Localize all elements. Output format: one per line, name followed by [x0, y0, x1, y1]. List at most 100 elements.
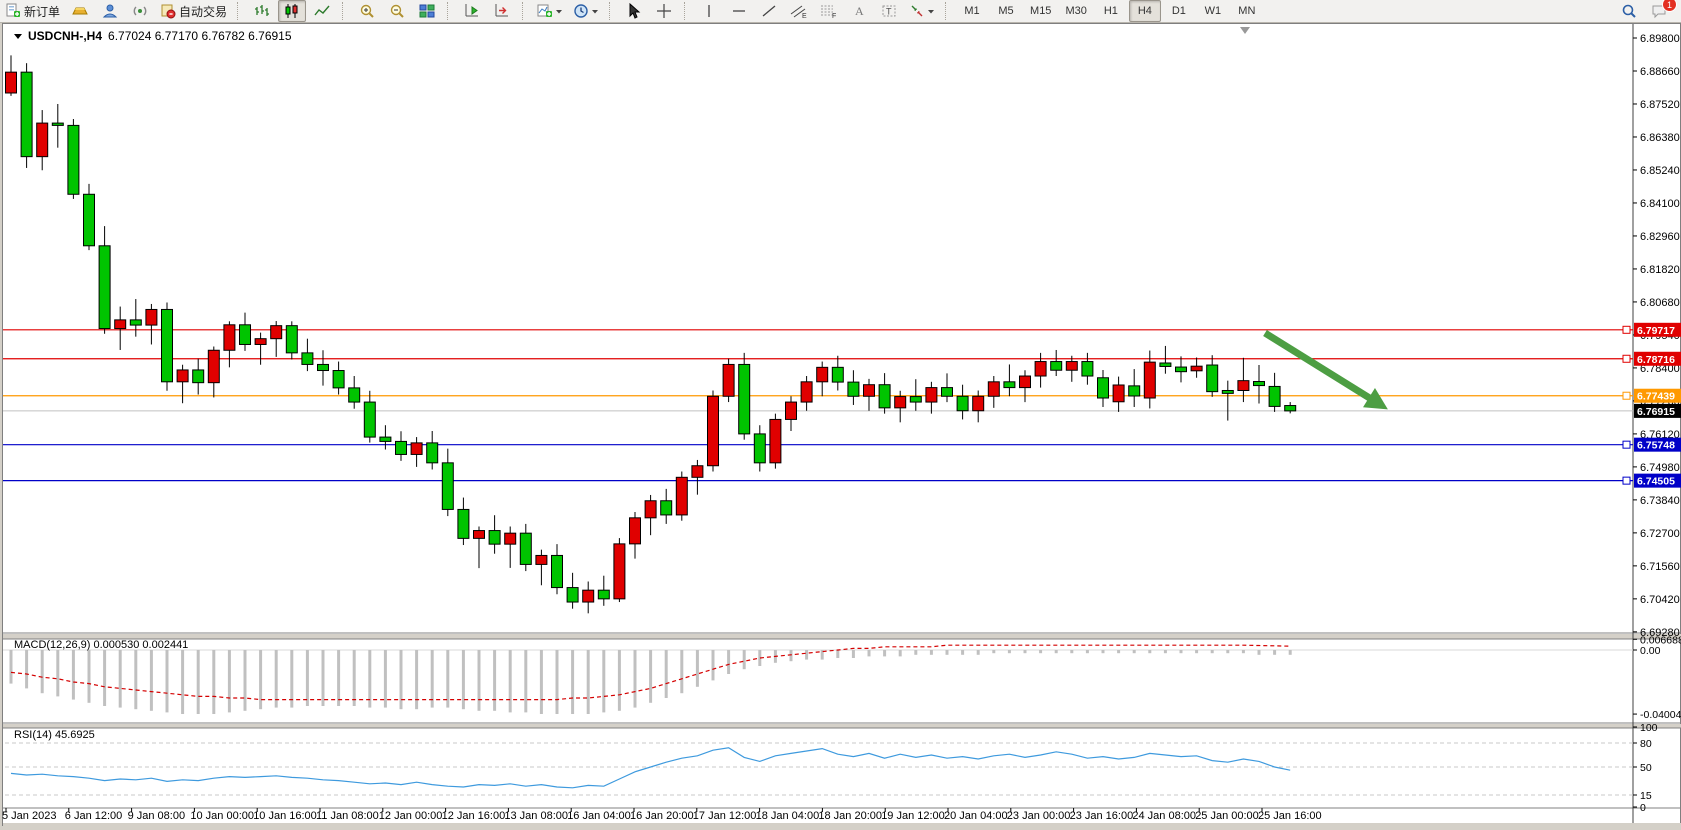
candle-body: [488, 530, 501, 545]
timeframe-w1-button[interactable]: W1: [1204, 5, 1222, 17]
cursor-button[interactable]: [620, 0, 648, 22]
candle-body: [379, 436, 392, 442]
cursor-icon: [629, 3, 641, 19]
candle-body: [348, 387, 361, 403]
rsi-level-label: 100: [1640, 722, 1658, 734]
candlestick-chart-button[interactable]: [278, 0, 307, 22]
notifications-button[interactable]: 1: [1645, 0, 1677, 22]
candle-body: [1050, 361, 1063, 371]
candle-body: [566, 587, 579, 603]
candle-body: [1175, 366, 1187, 373]
chart-shift-button[interactable]: [488, 0, 516, 22]
auto-scroll-button[interactable]: [458, 0, 486, 22]
time-axis-label: 25 Jan 00:00: [1195, 810, 1259, 822]
toolbar-separator: [447, 2, 454, 20]
indicators-button[interactable]: [533, 0, 567, 22]
hline-handle[interactable]: [1622, 440, 1631, 449]
price-tick-label: 6.70420: [1640, 594, 1680, 606]
candle-body: [831, 366, 844, 383]
timeframe-m15-button[interactable]: M15: [1030, 5, 1052, 17]
candle-body: [551, 554, 563, 589]
timeframe-d1-button[interactable]: D1: [1171, 5, 1186, 17]
gold-ingot-button[interactable]: [66, 0, 94, 22]
candle-body: [504, 532, 517, 545]
macd-values: 0.000530 0.002441: [93, 639, 189, 651]
candle-body: [83, 193, 95, 247]
price-line-badge: [1634, 388, 1681, 403]
zoom-in-button[interactable]: [353, 0, 381, 22]
hline-handle[interactable]: [1622, 354, 1631, 363]
zoom-out-button[interactable]: [383, 0, 411, 22]
price-tick-label: 6.69280: [1640, 627, 1680, 639]
hline-handle[interactable]: [1622, 391, 1631, 400]
svg-text:T: T: [886, 7, 892, 17]
broadcast-button[interactable]: [126, 0, 154, 22]
candle-body: [987, 381, 1000, 397]
price-line-badge-label: 6.79717: [1637, 325, 1675, 337]
bar-chart-button[interactable]: [248, 0, 276, 22]
price-tick-label: 6.81820: [1640, 264, 1680, 276]
pane-splitter[interactable]: [3, 634, 1681, 639]
macd-scale-label: 0.00: [1640, 645, 1661, 657]
pane-splitter[interactable]: [3, 724, 1681, 728]
price-line-badge: [1634, 403, 1681, 418]
time-axis-label: 23 Jan 00:00: [1007, 810, 1071, 822]
trend-arrow-shaft[interactable]: [1263, 330, 1378, 405]
candle-body: [395, 440, 407, 455]
crosshair-button[interactable]: [650, 0, 678, 22]
timeframe-h4-button[interactable]: H4: [1128, 0, 1161, 22]
channel-tool-button[interactable]: E: [785, 0, 813, 22]
timeframe-h1-button[interactable]: H1: [1103, 5, 1118, 17]
candle-body: [457, 508, 470, 539]
trendline-tool-button[interactable]: [755, 0, 783, 22]
fibonacci-tool-button[interactable]: F: [815, 0, 843, 22]
time-axis-label: 12 Jan 00:00: [379, 810, 443, 822]
candle-body: [941, 387, 953, 397]
candle-body: [613, 543, 626, 600]
tile-windows-button[interactable]: [413, 0, 441, 22]
candle-body: [847, 381, 860, 397]
arrows-tool-button[interactable]: [905, 0, 939, 22]
chart-ohlc-values: 6.77024 6.77170 6.76782 6.76915: [108, 29, 292, 43]
auto-trading-label: 自动交易: [179, 4, 228, 19]
candle-body: [1112, 384, 1125, 403]
horizontal-line-tool-button[interactable]: [725, 0, 753, 22]
timeframe-m1-button[interactable]: M1: [964, 5, 980, 17]
timeframe-mn-button[interactable]: MN: [1238, 5, 1256, 17]
price-line-badge: [1634, 351, 1681, 366]
search-button[interactable]: [1615, 0, 1643, 22]
timeframe-m5-button[interactable]: M5: [998, 5, 1014, 17]
hline-handle[interactable]: [1622, 325, 1631, 334]
text-tool-button[interactable]: A: [845, 0, 873, 22]
price-tick-label: 6.85240: [1640, 165, 1680, 177]
price-tick-label: 6.86380: [1640, 132, 1680, 144]
candle-body: [1081, 361, 1094, 377]
toolbar-separator: [609, 2, 616, 20]
trend-arrow-head[interactable]: [1363, 388, 1388, 410]
svg-text:E: E: [802, 13, 807, 19]
candle-body: [5, 71, 17, 94]
tile-windows-icon: [419, 4, 435, 18]
new-order-button[interactable]: 新订单: [1, 0, 64, 22]
timeframe-m30-button[interactable]: M30: [1065, 5, 1087, 17]
price-tick-label: 6.84100: [1640, 198, 1680, 210]
new-order-icon: [6, 3, 20, 17]
search-icon: [1622, 4, 1636, 18]
candle-body: [535, 554, 548, 565]
auto-trading-button[interactable]: 自动交易: [156, 0, 231, 22]
chart-shift-marker[interactable]: [1240, 27, 1250, 34]
chart-symbol-period: USDCNH-,H4: [28, 29, 103, 43]
periods-button[interactable]: [569, 0, 603, 22]
rsi-line: [10, 747, 1291, 789]
community-button[interactable]: [96, 0, 124, 22]
candle-body: [582, 589, 595, 603]
label-tool-button[interactable]: T: [875, 0, 903, 22]
chart-shift-icon: [495, 4, 509, 17]
vertical-line-tool-button[interactable]: [695, 0, 723, 22]
collapse-ohlc-icon[interactable]: [14, 33, 22, 39]
line-chart-button[interactable]: [308, 0, 336, 22]
hline-handle[interactable]: [1622, 476, 1631, 485]
candle-body: [1253, 381, 1265, 387]
text-label-icon: T: [882, 5, 896, 17]
